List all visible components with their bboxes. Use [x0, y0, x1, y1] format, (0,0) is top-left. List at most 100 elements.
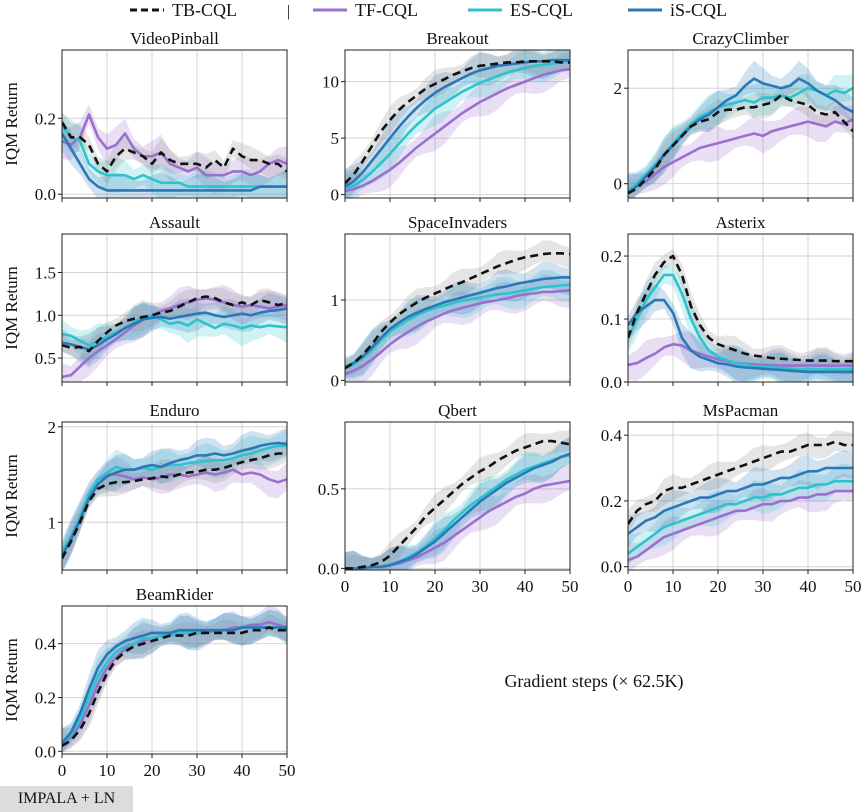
band-tf-cql — [345, 463, 570, 570]
axes-frame — [627, 233, 854, 383]
line-es-cql — [345, 60, 570, 191]
line-is-cql — [62, 132, 287, 192]
grid — [345, 234, 570, 382]
grid — [345, 50, 570, 198]
band-es-cql — [62, 429, 287, 569]
line-is-cql — [628, 298, 853, 374]
band-tf-cql — [62, 454, 287, 570]
y-tick-label: 0.0 — [318, 559, 339, 578]
x-tick-label: 50 — [562, 577, 579, 596]
y-tick-label: 0.2 — [601, 247, 622, 266]
panel-videopinball: VideoPinball 0.0 0.2 IQM Return — [2, 29, 288, 204]
y-tick-label: 1 — [48, 513, 57, 532]
y-tick-label: 0 — [331, 186, 340, 205]
line-tf-cql — [345, 67, 570, 193]
grid — [62, 422, 287, 570]
plot-area — [345, 50, 570, 198]
axes-frame — [61, 421, 288, 571]
axes-frame — [61, 605, 288, 755]
line-tb-cql — [345, 439, 570, 570]
legend-item-es-cql: ES-CQL — [468, 0, 573, 20]
y-tick-label: 0.2 — [35, 688, 56, 707]
panel-crazyclimber: CrazyClimber 0 2 — [614, 29, 854, 202]
plot-area — [62, 606, 287, 753]
plot-area — [62, 104, 287, 198]
plot-area — [62, 427, 287, 570]
legend: TB-CQL TF-CQL ES-CQL iS-CQL | — [130, 0, 727, 20]
panel-title: CrazyClimber — [692, 29, 789, 48]
x-tick-label: 50 — [279, 761, 296, 780]
band-tf-cql — [62, 284, 287, 382]
y-tick-label: 10 — [322, 73, 339, 92]
y-tick-label: 1.5 — [35, 263, 56, 282]
axes-frame — [627, 49, 854, 199]
axes-frame — [627, 421, 854, 571]
line-es-cql — [345, 283, 570, 370]
band-tb-cql — [345, 430, 570, 570]
line-is-cql — [628, 466, 853, 535]
line-tb-cql — [345, 252, 570, 370]
panel-title: SpaceInvaders — [408, 213, 507, 232]
grid — [62, 50, 287, 198]
line-is-cql — [62, 441, 287, 557]
x-tick-label: 0 — [624, 577, 633, 596]
panel-title: Assault — [149, 213, 200, 232]
y-tick-label: 1.0 — [35, 306, 56, 325]
line-tb-cql — [628, 440, 853, 525]
x-tick-label: 10 — [665, 577, 682, 596]
model-badge: IMPALA + LN — [0, 786, 133, 812]
y-tick-label: 0.4 — [35, 635, 57, 654]
line-es-cql — [628, 273, 853, 371]
band-es-cql — [62, 112, 287, 198]
band-is-cql — [345, 436, 570, 570]
line-tb-cql — [628, 94, 853, 195]
y-axis-label: IQM Return — [2, 454, 21, 538]
panel-title: Breakout — [426, 29, 489, 48]
line-tb-cql — [62, 121, 287, 173]
y-tick-label: 0.0 — [601, 373, 622, 392]
x-axis-label: Gradient steps (× 62.5K) — [504, 671, 683, 692]
y-tick-label: 0 — [331, 371, 340, 390]
legend-item-is-cql: iS-CQL — [628, 0, 727, 20]
panel-title: BeamRider — [136, 585, 214, 604]
y-tick-label: 0.0 — [35, 185, 56, 204]
line-is-cql — [62, 626, 287, 745]
axes-frame — [344, 421, 571, 571]
x-tick-label: 30 — [472, 577, 489, 596]
legend-label: ES-CQL — [510, 0, 573, 20]
band-tb-cql — [62, 287, 287, 366]
panel-title: Asterix — [715, 213, 766, 232]
line-es-cql — [62, 125, 287, 188]
line-tf-cql — [628, 118, 853, 192]
x-tick-label: 0 — [341, 577, 350, 596]
axes-frame — [61, 49, 288, 199]
y-tick-label: 0.5 — [35, 349, 56, 368]
legend-label: TF-CQL — [355, 0, 418, 20]
line-tb-cql — [628, 254, 853, 363]
band-tb-cql — [62, 111, 287, 185]
line-is-cql — [345, 276, 570, 369]
line-is-cql — [345, 452, 570, 570]
axes-frame — [61, 233, 288, 383]
line-tf-cql — [345, 289, 570, 376]
x-tick-label: 40 — [517, 577, 534, 596]
band-is-cql — [345, 261, 570, 378]
x-tick-label: 10 — [382, 577, 399, 596]
x-tick-label: 20 — [427, 577, 444, 596]
axes-frame — [344, 49, 571, 199]
x-tick-label: 40 — [234, 761, 251, 780]
line-tb-cql — [62, 626, 287, 748]
band-es-cql — [345, 437, 570, 570]
legend-label: TB-CQL — [172, 0, 237, 20]
y-tick-label: 0 — [614, 175, 623, 194]
panel-title: VideoPinball — [130, 29, 219, 48]
y-tick-label: 0.1 — [601, 310, 622, 329]
x-tick-label: 50 — [845, 577, 862, 596]
band-es-cql — [628, 264, 853, 382]
legend-item-tb-cql: TB-CQL — [130, 0, 237, 20]
x-tick-label: 40 — [800, 577, 817, 596]
panel-title: Qbert — [438, 401, 477, 420]
plot-area — [345, 430, 570, 570]
